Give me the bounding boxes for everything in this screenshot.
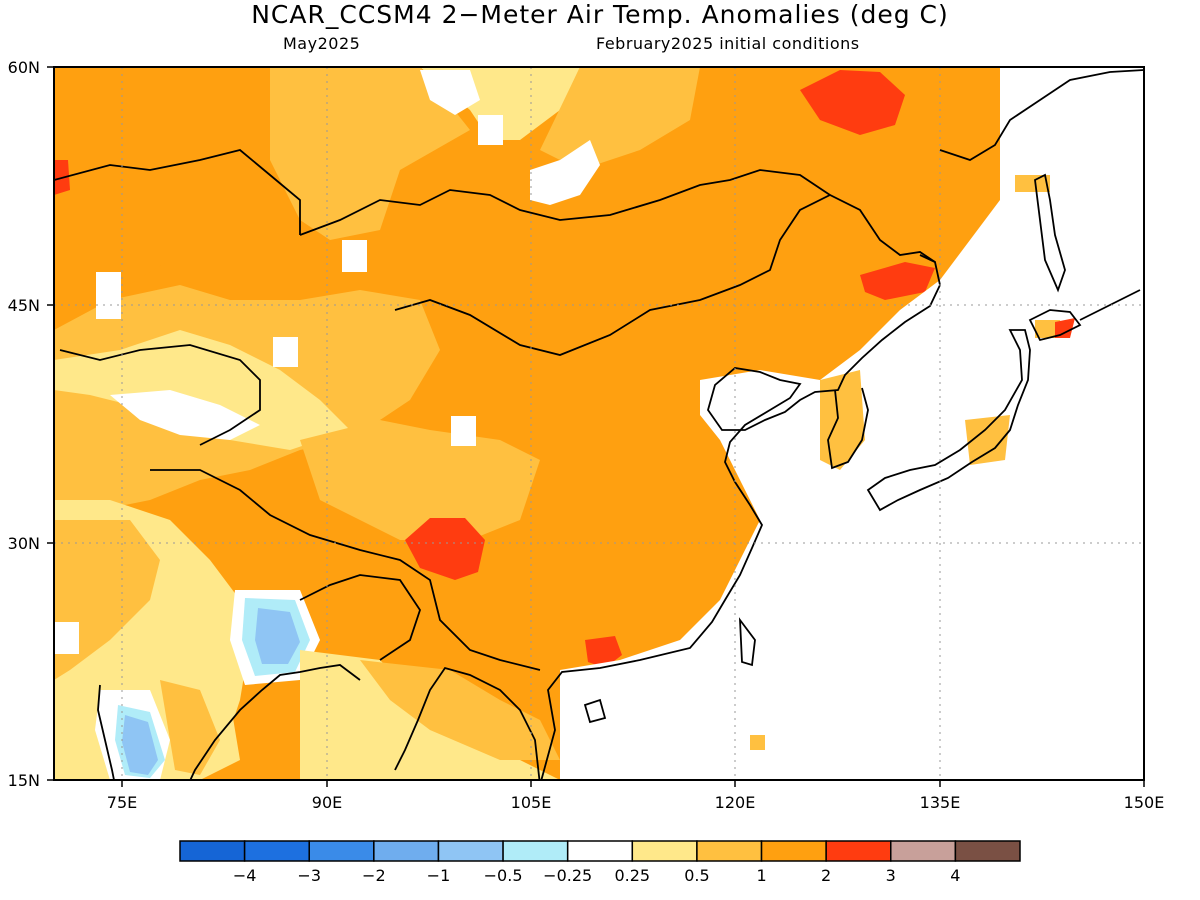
lake-balkhash-mask <box>96 272 121 319</box>
legend-swatch <box>308 840 375 862</box>
legend-label: −0.25 <box>543 866 592 885</box>
anomaly-region-sakhalin <box>1015 175 1050 192</box>
anomaly-region-neutral-tarim <box>110 390 260 440</box>
lon-tick-90: 90E <box>312 793 342 812</box>
mongolia-russia-border <box>299 169 831 236</box>
legend-label: −4 <box>233 866 257 885</box>
lake-baikal-mask <box>530 140 600 205</box>
lake-issyk-mask <box>273 337 298 367</box>
himalaya-border <box>150 469 541 671</box>
anomaly-region-south-india <box>160 680 220 775</box>
anomaly-region-transbaikal <box>540 67 700 170</box>
lat-tick-60: 60N <box>8 58 40 77</box>
legend-label: −0.5 <box>484 866 523 885</box>
anomaly-region-hot-guangxi <box>585 636 622 668</box>
legend-label: 0.25 <box>614 866 650 885</box>
legend-swatch <box>243 840 310 862</box>
korea-coastline <box>827 387 869 470</box>
legend-label: 2 <box>821 866 831 885</box>
legend-swatch <box>825 840 892 862</box>
forecast-month: May2025 <box>283 34 361 53</box>
legend-label: 1 <box>756 866 766 885</box>
lat-tick-45: 45N <box>8 296 40 315</box>
lon-tick-135: 135E <box>920 793 961 812</box>
lon-tick-labels: 75E 90E 105E 120E 135E 150E <box>107 793 1165 812</box>
anomaly-region-hot-sichuan <box>405 518 485 580</box>
hainan-coastline <box>583 698 607 724</box>
kazakh-russia-border <box>54 149 301 235</box>
anomaly-region-cool-bengal <box>255 608 300 664</box>
lake-north-mask <box>478 115 503 145</box>
anomaly-region-taiwan <box>750 735 765 750</box>
legend-swatch <box>373 840 440 862</box>
lon-tick-105: 105E <box>511 793 552 812</box>
bengal-coastline <box>189 664 361 780</box>
legend-label: 3 <box>886 866 896 885</box>
kuril-coastline <box>1079 289 1141 321</box>
legend-label: −3 <box>297 866 321 885</box>
legend-swatch <box>631 840 698 862</box>
myanmar-border <box>299 574 421 661</box>
anomaly-region-kazakh <box>54 67 300 320</box>
anomaly-region-hot-hokkaido <box>1055 318 1075 338</box>
lon-tick-150: 150E <box>1124 793 1165 812</box>
color-legend: −4 −3 −2 −1 −0.5 −0.25 0.25 0.5 1 2 3 4 <box>179 840 1021 885</box>
anomaly-region-cool-india <box>122 715 158 775</box>
anomaly-region-pakistan <box>54 520 160 680</box>
legend-label: −2 <box>362 866 386 885</box>
legend-swatch <box>890 840 957 862</box>
india-west-coastline <box>97 684 115 780</box>
legend-label: −1 <box>427 866 451 885</box>
mongolia-china-border <box>394 193 936 356</box>
japan-coastline <box>866 329 1031 512</box>
taiwan-coastline <box>738 617 756 667</box>
anomaly-region-neutral-north <box>420 70 480 115</box>
legend-swatch <box>502 840 569 862</box>
lake-qinghai-mask <box>451 416 476 446</box>
central-asia-border <box>59 344 261 446</box>
map-title: NCAR_CCSM4 2−Meter Air Temp. Anomalies (… <box>251 0 949 29</box>
okhotsk-coastline <box>939 69 1144 161</box>
hokkaido-coastline <box>1028 309 1082 342</box>
legend-swatch <box>437 840 504 862</box>
lat-tick-labels: 60N 45N 30N 15N <box>8 58 40 790</box>
anomaly-region-hot-okhotsk <box>800 70 905 135</box>
map-frame <box>53 66 1145 781</box>
anomaly-region-indochina <box>360 660 560 760</box>
china-coastline <box>540 254 941 780</box>
lat-tick-15: 15N <box>8 771 40 790</box>
lat-tick-30: 30N <box>8 534 40 553</box>
sakhalin-coastline <box>1034 173 1066 293</box>
legend-swatch <box>566 840 634 862</box>
anomaly-region-tibet <box>300 420 540 540</box>
coastlines-and-borders <box>54 69 1144 780</box>
lon-tick-75: 75E <box>107 793 137 812</box>
anomaly-region-honshu <box>965 415 1010 465</box>
lake-uvs-mask <box>342 240 367 272</box>
legend-swatch <box>179 840 246 862</box>
legend-swatch <box>696 840 763 862</box>
indochina-coastline <box>394 666 541 780</box>
anomaly-field <box>54 67 1144 780</box>
legend-label: 0.5 <box>684 866 709 885</box>
legend-swatch <box>954 840 1021 862</box>
anomaly-region-hot-amur <box>860 262 935 300</box>
legend-swatch <box>760 840 827 862</box>
initial-conditions: February2025 initial conditions <box>596 34 860 53</box>
anomaly-region-korea <box>820 370 865 470</box>
legend-label: 4 <box>950 866 960 885</box>
gulf-mask <box>54 622 79 654</box>
lon-tick-120: 120E <box>715 793 756 812</box>
anomaly-region-altai <box>270 67 470 240</box>
axis-ticks <box>47 66 1145 787</box>
anomaly-region-tarim <box>54 330 350 450</box>
